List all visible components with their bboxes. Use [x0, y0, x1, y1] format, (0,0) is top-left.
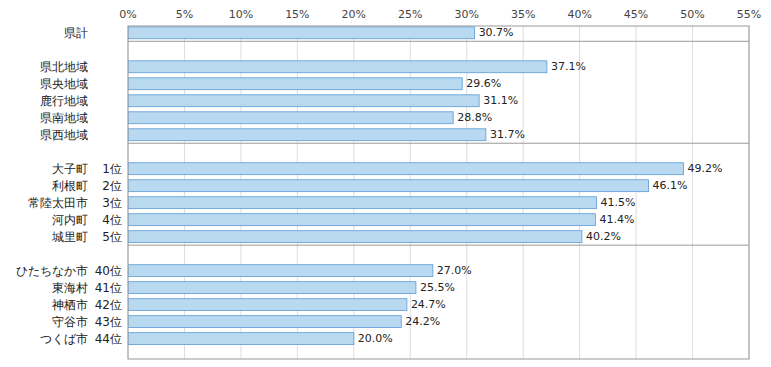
grid-line — [692, 26, 693, 359]
bar — [128, 27, 475, 39]
tick-label: 55% — [737, 8, 761, 21]
bar — [128, 61, 547, 73]
category-label: 神栖市 — [52, 298, 88, 312]
category-label: 常陸太田市 — [28, 196, 88, 210]
tick-label: 10% — [229, 8, 253, 21]
tick-label: 35% — [511, 8, 535, 21]
data-label: 25.5% — [420, 281, 455, 294]
category-label: 城里町 — [51, 230, 88, 244]
y-axis: 県計県北地域県央地域鹿行地域県南地域県西地域大子町 1位利根町 2位常陸太田市 3位河… — [16, 26, 122, 346]
bars — [128, 27, 684, 345]
separator — [128, 245, 749, 246]
data-label: 24.7% — [411, 298, 446, 311]
category-label: 県央地域 — [40, 77, 88, 91]
category-label: ひたちなか市 — [16, 264, 88, 278]
data-labels: 30.7% 37.1% 29.6% 31.1% 28.8% 31.7% 49.2%46.1%… — [358, 26, 723, 345]
rank-label: 41位 — [95, 281, 122, 295]
bar — [128, 112, 453, 124]
bar — [128, 78, 462, 90]
data-label: 40.2% — [586, 230, 621, 243]
bar — [128, 129, 486, 141]
tick-label: 5% — [176, 8, 193, 21]
category-label: 鹿行地域 — [40, 94, 88, 108]
category-label: 県南地域 — [40, 111, 88, 125]
x-axis: 0% 5% 10% 15% 20% 25% 30% 35% 40% 45% 50% 55% — [119, 8, 761, 21]
rank-label: 40位 — [95, 264, 122, 278]
data-label: 49.2% — [688, 162, 723, 175]
category-label: 守谷市 — [52, 315, 88, 329]
bar — [128, 282, 416, 294]
tick-label: 0% — [119, 8, 136, 21]
rank-label: 44位 — [95, 332, 122, 346]
category-label: 県北地域 — [40, 60, 88, 74]
tick-label: 15% — [285, 8, 309, 21]
bar — [128, 265, 433, 277]
data-label: 46.1% — [653, 179, 688, 192]
bar — [128, 95, 479, 107]
rank-label: 43位 — [95, 315, 122, 329]
category-label: 河内町 — [52, 213, 88, 227]
data-label: 27.0% — [437, 264, 472, 277]
chart: 0%5%10%15%20%25%30%35%40%45%50%55%30.7%3… — [0, 0, 771, 367]
grid-line — [523, 26, 524, 359]
bar — [128, 231, 582, 243]
separators — [128, 41, 749, 245]
bar — [128, 180, 649, 192]
bar — [128, 214, 595, 226]
grid-line — [579, 26, 580, 359]
data-label: 24.2% — [405, 315, 440, 328]
rank-label: 42位 — [95, 298, 122, 312]
data-label: 37.1% — [551, 60, 586, 73]
grid — [128, 26, 749, 359]
rank-label: 3位 — [102, 196, 122, 210]
data-label: 29.6% — [466, 77, 501, 90]
data-label: 28.8% — [457, 111, 492, 124]
category-label: つくば市 — [40, 332, 88, 346]
tick-label: 50% — [680, 8, 704, 21]
bar — [128, 316, 401, 328]
bar — [128, 197, 597, 209]
separator — [128, 41, 749, 42]
category-label: 東海村 — [52, 281, 88, 295]
category-label: 大子町 — [52, 162, 88, 176]
data-label: 41.5% — [601, 196, 636, 209]
bar — [128, 163, 684, 175]
data-label: 31.7% — [490, 128, 525, 141]
rank-label: 5位 — [102, 230, 122, 244]
tick-label: 25% — [398, 8, 422, 21]
rank-label: 2位 — [102, 179, 122, 193]
bar — [128, 333, 354, 345]
data-label: 41.4% — [599, 213, 634, 226]
data-label: 20.0% — [358, 332, 393, 345]
tick-label: 30% — [455, 8, 479, 21]
tick-label: 40% — [567, 8, 591, 21]
data-label: 31.1% — [483, 94, 518, 107]
bar — [128, 299, 407, 311]
rank-label: 4位 — [102, 213, 122, 227]
category-label: 県西地域 — [40, 128, 88, 142]
rank-label: 1位 — [102, 162, 122, 176]
separator — [128, 143, 749, 144]
category-label: 利根町 — [52, 179, 88, 193]
grid-line — [466, 26, 467, 359]
data-label: 30.7% — [479, 26, 514, 39]
tick-label: 20% — [342, 8, 366, 21]
category-label: 県計 — [64, 26, 88, 40]
tick-label: 45% — [624, 8, 648, 21]
grid-line — [636, 26, 637, 359]
plot-frame — [128, 26, 749, 359]
